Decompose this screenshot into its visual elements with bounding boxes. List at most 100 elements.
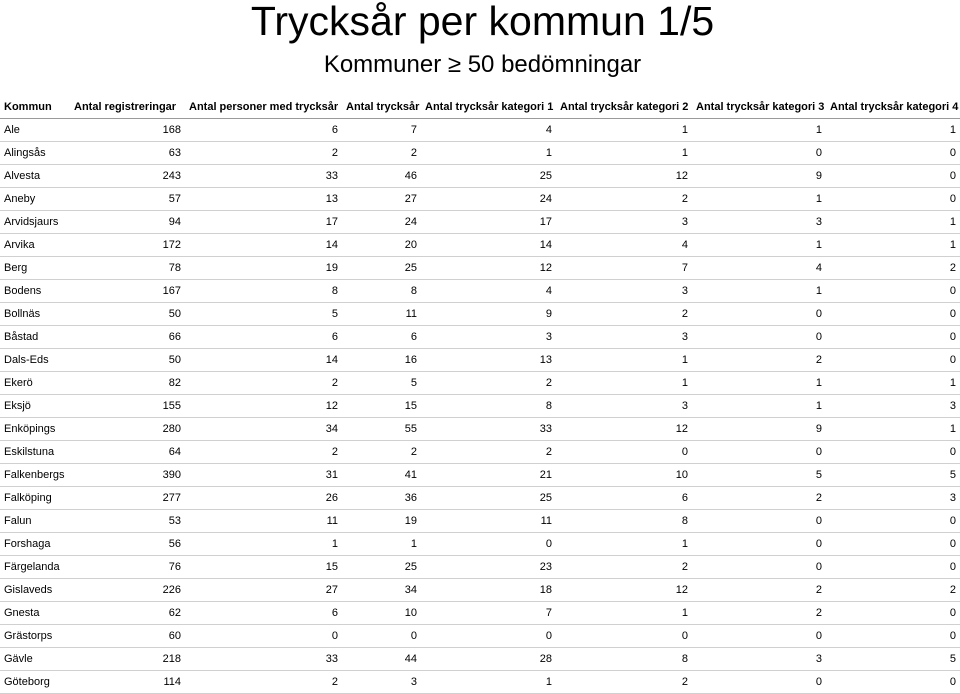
value-cell: 2 (556, 187, 692, 211)
value-cell: 31 (185, 463, 342, 487)
value-cell: 3 (556, 394, 692, 418)
value-cell: 0 (692, 141, 826, 165)
value-cell: 33 (185, 164, 342, 188)
value-cell: 14 (185, 348, 342, 372)
value-cell: 8 (421, 394, 556, 418)
value-cell: 0 (692, 624, 826, 648)
table-row: Dals-Eds 50 14 16 13 1 2 0 (0, 348, 960, 372)
kommun-cell: Ekerö (0, 371, 70, 395)
value-cell: 1 (556, 532, 692, 556)
kommun-cell: Bodens (0, 279, 70, 303)
table-row: Ale 168 6 7 4 1 1 1 (0, 118, 960, 142)
value-cell: 1 (556, 601, 692, 625)
table-row: Enköpings 280 34 55 33 12 9 1 (0, 417, 960, 441)
value-cell: 6 (185, 325, 342, 349)
value-cell: 4 (421, 118, 556, 142)
kommun-cell: Färgelanda (0, 555, 70, 579)
value-cell: 0 (421, 532, 556, 556)
value-cell: 5 (826, 647, 960, 671)
kommun-cell: Grästorps (0, 624, 70, 648)
table-row: Arvidsjaurs 94 17 24 17 3 3 1 (0, 210, 960, 234)
value-cell: 0 (826, 164, 960, 188)
value-cell: 25 (342, 256, 421, 280)
value-cell: 63 (70, 141, 185, 165)
value-cell: 11 (421, 509, 556, 533)
value-cell: 168 (70, 118, 185, 142)
value-cell: 0 (692, 440, 826, 464)
value-cell: 2 (185, 440, 342, 464)
value-cell: 4 (421, 279, 556, 303)
value-cell: 8 (342, 279, 421, 303)
value-cell: 1 (556, 141, 692, 165)
table-row: Ekerö 82 2 5 2 1 1 1 (0, 371, 960, 395)
value-cell: 94 (70, 210, 185, 234)
value-cell: 3 (826, 486, 960, 510)
value-cell: 9 (692, 417, 826, 441)
value-cell: 64 (70, 440, 185, 464)
value-cell: 1 (556, 118, 692, 142)
table-row: Färgelanda 76 15 25 23 2 0 0 (0, 555, 960, 579)
value-cell: 1 (826, 233, 960, 257)
value-cell: 23 (421, 555, 556, 579)
value-cell: 0 (826, 555, 960, 579)
value-cell: 0 (185, 624, 342, 648)
table-row: Gnesta 62 6 10 7 1 2 0 (0, 601, 960, 625)
value-cell: 0 (692, 325, 826, 349)
value-cell: 6 (342, 325, 421, 349)
table-row: Bodens 167 8 8 4 3 1 0 (0, 279, 960, 303)
value-cell: 155 (70, 394, 185, 418)
value-cell: 2 (692, 578, 826, 602)
value-cell: 12 (556, 417, 692, 441)
value-cell: 33 (421, 417, 556, 441)
table-row: Gävle 218 33 44 28 8 3 5 (0, 647, 960, 671)
kommun-cell: Alvesta (0, 164, 70, 188)
column-header: Antal trycksår (342, 96, 421, 119)
value-cell: 2 (692, 486, 826, 510)
table-row: Grästorps 60 0 0 0 0 0 0 (0, 624, 960, 648)
value-cell: 2 (185, 141, 342, 165)
table-row: Berg 78 19 25 12 7 4 2 (0, 256, 960, 280)
value-cell: 44 (342, 647, 421, 671)
kommun-cell: Eksjö (0, 394, 70, 418)
value-cell: 8 (185, 279, 342, 303)
table-row: Eksjö 155 12 15 8 3 1 3 (0, 394, 960, 418)
value-cell: 0 (826, 532, 960, 556)
value-cell: 12 (556, 164, 692, 188)
value-cell: 6 (185, 601, 342, 625)
value-cell: 19 (185, 256, 342, 280)
value-cell: 50 (70, 348, 185, 372)
page-subtitle: Kommuner ≥ 50 bedömningar (323, 51, 642, 78)
value-cell: 1 (692, 371, 826, 395)
value-cell: 9 (421, 302, 556, 326)
value-cell: 13 (421, 348, 556, 372)
value-cell: 25 (421, 486, 556, 510)
value-cell: 0 (826, 670, 960, 694)
value-cell: 5 (342, 371, 421, 395)
value-cell: 1 (826, 417, 960, 441)
kommun-cell: Aneby (0, 187, 70, 211)
table-row: Forshaga 56 1 1 0 1 0 0 (0, 532, 960, 556)
value-cell: 33 (185, 647, 342, 671)
value-cell: 0 (826, 187, 960, 211)
value-cell: 60 (70, 624, 185, 648)
value-cell: 2 (185, 371, 342, 395)
value-cell: 7 (342, 118, 421, 142)
column-header: Antal trycksår kategori 4 (826, 96, 960, 119)
value-cell: 1 (556, 371, 692, 395)
kommun-cell: Eskilstuna (0, 440, 70, 464)
value-cell: 1 (826, 210, 960, 234)
value-cell: 5 (692, 463, 826, 487)
value-cell: 20 (342, 233, 421, 257)
value-cell: 17 (421, 210, 556, 234)
value-cell: 0 (826, 325, 960, 349)
kommun-cell: Gislaveds (0, 578, 70, 602)
table-row: Aneby 57 13 27 24 2 1 0 (0, 187, 960, 211)
table-row: Falun 53 11 19 11 8 0 0 (0, 509, 960, 533)
value-cell: 34 (342, 578, 421, 602)
table-row: Gislaveds 226 27 34 18 12 2 2 (0, 578, 960, 602)
value-cell: 25 (342, 555, 421, 579)
value-cell: 2 (826, 256, 960, 280)
value-cell: 57 (70, 187, 185, 211)
value-cell: 390 (70, 463, 185, 487)
kommun-cell: Göteborg (0, 670, 70, 694)
